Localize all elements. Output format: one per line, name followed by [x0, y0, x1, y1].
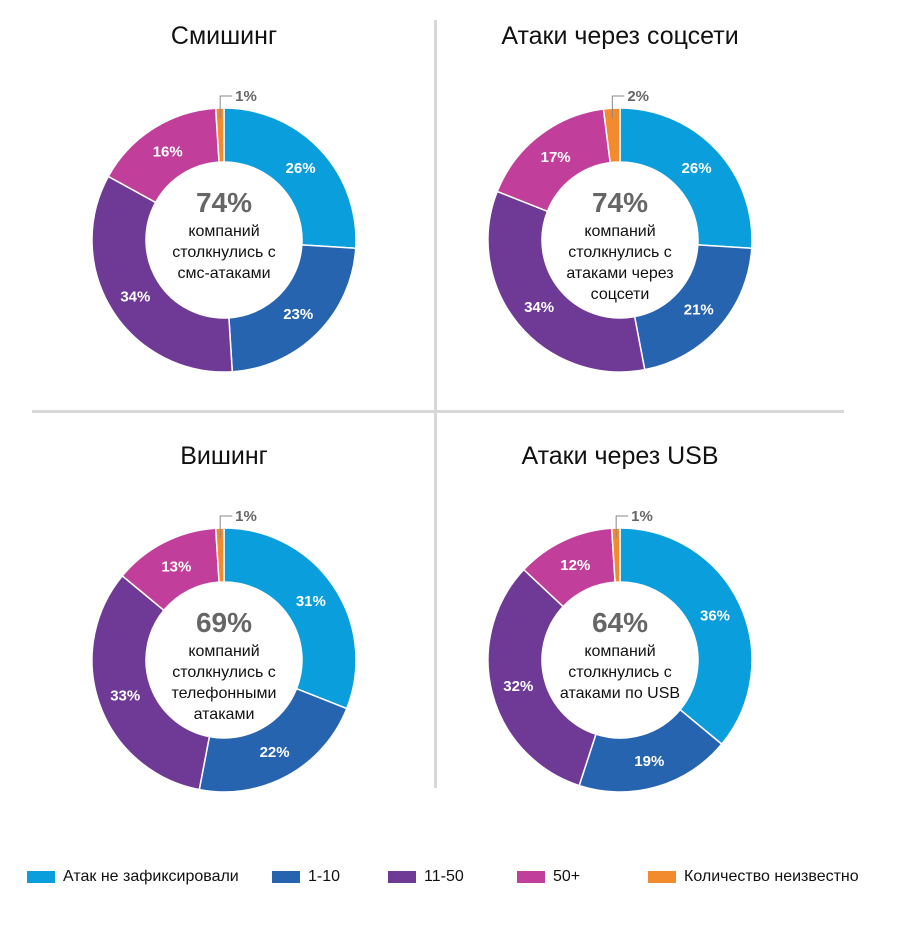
- center-caption-line: компаний: [188, 223, 259, 240]
- slice-unknown: [602, 107, 621, 164]
- slice-value-label: 2%: [627, 88, 649, 105]
- slice-value-label: 34%: [524, 299, 554, 316]
- center-caption-line: столкнулись с: [172, 664, 276, 681]
- slice-value-label: 26%: [682, 160, 712, 177]
- vertical-divider-bottom: [434, 413, 437, 788]
- legend-item-50-plus: 50+: [517, 868, 580, 886]
- slice-11-50: [91, 574, 211, 791]
- legend-item-11-50: 11-50: [388, 868, 464, 886]
- legend-item-unknown: Количество неизвестно: [648, 868, 859, 886]
- legend-label: Атак не зафиксировали: [63, 868, 239, 885]
- leader-line: [219, 515, 233, 539]
- slice-value-label: 26%: [286, 160, 316, 177]
- slice-value-label: 13%: [161, 558, 191, 575]
- slice-value-label: 22%: [260, 744, 290, 761]
- slice-value-label: 23%: [283, 306, 313, 323]
- center-caption-line: атаками по USB: [560, 685, 680, 702]
- donut-chart-social: 26% 21% 34% 17% 2% 74% компаний столкнулись с ат…: [487, 88, 753, 373]
- legend-label: 1-10: [308, 868, 341, 885]
- legend-label: 50+: [553, 868, 581, 885]
- center-caption-line: атаками: [194, 706, 255, 723]
- slice-11-50: [487, 568, 597, 787]
- slice-no-attacks: [619, 107, 753, 250]
- chart-title: Смишинг: [170, 22, 278, 50]
- chart-title: Вишинг: [180, 442, 268, 470]
- leader-line: [611, 95, 625, 119]
- center-caption-line: смс-атаками: [177, 265, 270, 282]
- slice-value-label: 33%: [110, 688, 140, 705]
- chart-title: Атаки через USB: [521, 442, 719, 470]
- chart-legend: Атак не зафиксировали 1-10 11-50 50+ Кол…: [0, 868, 922, 898]
- slice-value-label: 31%: [296, 593, 326, 610]
- slice-value-label: 34%: [120, 288, 150, 305]
- center-caption-line: компаний: [188, 643, 259, 660]
- legend-label: Количество неизвестно: [684, 868, 859, 885]
- legend-swatch: [272, 871, 300, 883]
- vertical-divider-top: [434, 20, 437, 410]
- slice-value-label: 1%: [235, 508, 257, 525]
- slice-11-50: [487, 190, 646, 373]
- slice-value-label: 17%: [541, 149, 571, 166]
- slice-value-label: 1%: [631, 508, 653, 525]
- slice-unknown: [610, 527, 621, 583]
- center-percent: 69%: [196, 607, 252, 638]
- chart-panel-vishing: Вишинг 31% 22% 33% 13% 1% 69% компаний столкнул…: [9, 420, 439, 825]
- leader-line: [615, 515, 629, 539]
- slice-unknown: [214, 527, 225, 583]
- legend-swatch: [27, 871, 55, 883]
- leader-line: [219, 95, 233, 119]
- donut-chart-smishing: 26% 23% 34% 16% 1% 74% компаний столкнулись с см…: [91, 88, 357, 373]
- legend-label: 11-50: [424, 868, 464, 885]
- legend-item-1-10: 1-10: [272, 868, 340, 886]
- center-caption-line: атаками через: [566, 265, 673, 282]
- slice-1-10: [198, 687, 348, 793]
- chart-panel-smishing: Смишинг 26% 23% 34% 16% 1% 74% компаний столкну…: [9, 0, 439, 405]
- center-caption-line: соцсети: [591, 286, 650, 303]
- slice-no-attacks: [619, 527, 753, 746]
- slice-no-attacks: [223, 107, 357, 250]
- center-caption-line: телефонными: [172, 685, 277, 702]
- center-caption-line: столкнулись с: [172, 244, 276, 261]
- slice-value-label: 19%: [634, 753, 664, 770]
- slice-value-label: 32%: [503, 678, 533, 695]
- slice-1-10: [633, 244, 753, 371]
- center-percent: 64%: [592, 607, 648, 638]
- donut-chart-usb: 36% 19% 32% 12% 1% 64% компаний столкнулись с ат…: [487, 508, 753, 793]
- slice-unknown: [214, 107, 225, 163]
- legend-item-none: Атак не зафиксировали: [27, 868, 239, 886]
- center-percent: 74%: [196, 187, 252, 218]
- center-caption-line: столкнулись с: [568, 664, 672, 681]
- chart-panel-usb: Атаки через USB 36% 19% 32% 12% 1% 64% компани…: [405, 420, 835, 825]
- slice-value-label: 1%: [235, 88, 257, 105]
- legend-swatch: [388, 871, 416, 883]
- slice-11-50: [91, 175, 234, 373]
- slice-no-attacks: [223, 527, 357, 710]
- legend-swatch: [648, 871, 676, 883]
- center-caption-line: компаний: [584, 643, 655, 660]
- slice-value-label: 16%: [153, 143, 183, 160]
- center-caption-line: компаний: [584, 223, 655, 240]
- chart-title: Атаки через соцсети: [501, 22, 739, 50]
- center-caption-line: столкнулись с: [568, 244, 672, 261]
- horizontal-divider: [32, 410, 844, 413]
- legend-swatch: [517, 871, 545, 883]
- slice-value-label: 21%: [684, 301, 714, 318]
- chart-panel-social: Атаки через соцсети 26% 21% 34% 17% 2% 74% ком…: [405, 0, 835, 405]
- donut-chart-vishing: 31% 22% 33% 13% 1% 69% компаний столкнулись с те…: [91, 508, 357, 793]
- center-percent: 74%: [592, 187, 648, 218]
- slice-value-label: 36%: [700, 607, 730, 624]
- slice-value-label: 12%: [560, 557, 590, 574]
